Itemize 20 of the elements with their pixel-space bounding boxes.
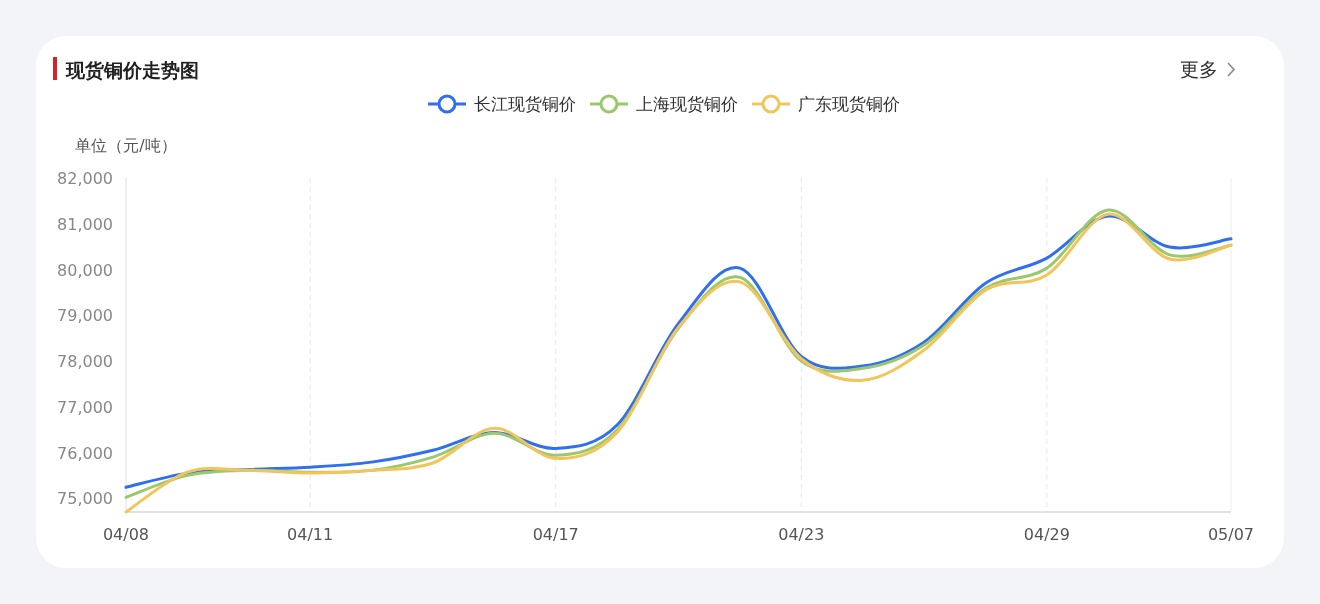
x-tick-label: 04/17 xyxy=(532,525,579,544)
x-tick-label: 04/23 xyxy=(778,525,825,544)
legend-label: 长江现货铜价 xyxy=(474,94,576,114)
chart-title: 现货铜价走势图 xyxy=(65,59,199,81)
y-tick-label: 79,000 xyxy=(57,306,113,326)
y-tick-label: 77,000 xyxy=(57,397,113,417)
y-tick-label: 81,000 xyxy=(57,214,113,234)
y-tick-label: 78,000 xyxy=(57,352,113,372)
legend-label: 上海现货铜价 xyxy=(636,94,738,114)
y-tick-label: 82,000 xyxy=(57,169,113,188)
text: 更多 xyxy=(1180,58,1218,80)
x-tick-label: 04/11 xyxy=(287,525,334,544)
legend-label: 广东现货铜价 xyxy=(798,94,900,114)
y-tick-label: 80,000 xyxy=(57,260,113,280)
y-axis-title: 单位（元/吨） xyxy=(75,136,177,155)
y-tick-label: 75,000 xyxy=(57,489,113,509)
x-tick-label: 04/08 xyxy=(102,525,150,544)
x-tick-label: 05/07 xyxy=(1207,525,1255,544)
x-tick-label: 04/29 xyxy=(1023,525,1070,544)
y-tick-label: 76,000 xyxy=(57,443,113,463)
